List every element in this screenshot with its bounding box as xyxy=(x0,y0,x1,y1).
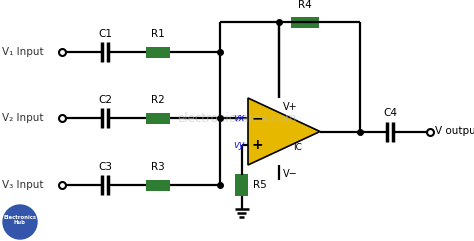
Bar xyxy=(236,174,248,196)
Polygon shape xyxy=(248,98,320,165)
Text: −: − xyxy=(251,111,263,125)
Text: V₂ Input: V₂ Input xyxy=(2,113,44,123)
Text: +: + xyxy=(251,138,263,152)
Bar xyxy=(291,16,319,27)
Text: C3: C3 xyxy=(98,162,112,172)
Text: electronicsarea.com: electronicsarea.com xyxy=(177,112,297,125)
Text: vx: vx xyxy=(234,113,245,123)
Text: V+: V+ xyxy=(283,102,298,112)
Text: V−: V− xyxy=(283,169,298,179)
Text: R2: R2 xyxy=(151,95,165,105)
Circle shape xyxy=(3,205,37,239)
Text: C2: C2 xyxy=(98,95,112,105)
Text: Electronics
Hub: Electronics Hub xyxy=(3,214,36,225)
Text: IC: IC xyxy=(293,143,302,152)
Text: V₁ Input: V₁ Input xyxy=(2,47,44,57)
Text: R1: R1 xyxy=(151,29,165,39)
Text: V₃ Input: V₃ Input xyxy=(2,180,44,190)
Bar xyxy=(146,47,170,58)
Text: C1: C1 xyxy=(98,29,112,39)
Bar xyxy=(146,113,170,123)
Text: R3: R3 xyxy=(151,162,165,172)
Text: R4: R4 xyxy=(298,0,312,10)
Text: R5: R5 xyxy=(253,180,267,190)
Bar xyxy=(146,180,170,190)
Text: vy: vy xyxy=(234,140,245,150)
Text: V output: V output xyxy=(435,127,474,136)
Text: C4: C4 xyxy=(383,107,397,118)
